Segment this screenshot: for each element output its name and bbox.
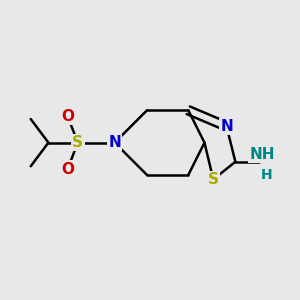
Text: S: S [72, 135, 83, 150]
Text: N: N [108, 135, 121, 150]
Text: S: S [208, 172, 219, 187]
Text: N: N [220, 119, 233, 134]
Text: O: O [61, 109, 74, 124]
Text: O: O [61, 162, 74, 177]
Text: H: H [260, 168, 272, 182]
Text: NH: NH [249, 147, 274, 162]
